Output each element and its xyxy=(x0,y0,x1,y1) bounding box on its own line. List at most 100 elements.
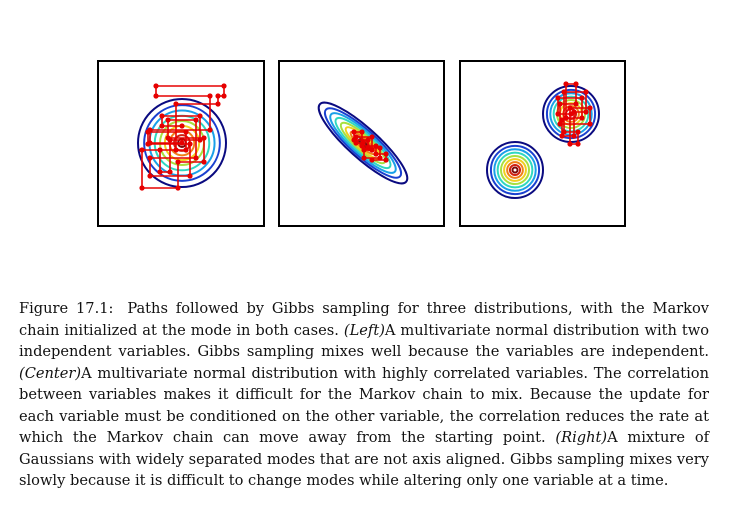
gibbs-sample-point xyxy=(561,129,567,135)
caption-label: Figure 17.1: xyxy=(19,300,114,317)
gibbs-sample-point xyxy=(157,169,163,175)
gibbs-sample-point xyxy=(215,101,221,107)
gibbs-sample-point xyxy=(147,155,153,161)
gibbs-sample-point xyxy=(153,83,159,89)
contour-line xyxy=(496,151,534,189)
contour-line xyxy=(486,141,544,199)
contour-line xyxy=(143,104,221,182)
gibbs-sample-point xyxy=(587,105,593,111)
gibbs-sample-point xyxy=(383,151,389,157)
gibbs-sample-point xyxy=(159,123,165,129)
gibbs-sample-point xyxy=(359,129,365,135)
contour-line xyxy=(489,144,541,196)
contour-line xyxy=(137,98,227,188)
gibbs-sample-point xyxy=(167,169,173,175)
gibbs-sample-point xyxy=(207,93,213,99)
gibbs-sample-point xyxy=(583,109,589,115)
gibbs-sample-point xyxy=(559,117,565,123)
caption-sentence-2: A multivariate normal distribution with … xyxy=(19,321,710,361)
gibbs-sample-point xyxy=(575,141,581,147)
caption-sentence-1: Paths followed by Gibbs sampling for thr… xyxy=(19,300,710,339)
caption-right-tag: (Right) xyxy=(555,429,608,446)
caption-left-tag: (Left) xyxy=(343,321,385,339)
gibbs-sample-point xyxy=(147,173,153,179)
gibbs-sample-point xyxy=(567,141,573,147)
panel-left xyxy=(97,60,265,227)
gibbs-sample-point xyxy=(571,133,577,139)
contour-line xyxy=(511,166,519,174)
gibbs-sample-point xyxy=(173,147,179,153)
gibbs-sample-point xyxy=(215,93,221,99)
panel-right-frame xyxy=(459,60,626,227)
gibbs-sample-point xyxy=(563,81,569,87)
gibbs-sample-point xyxy=(157,147,163,153)
gibbs-sample-point xyxy=(383,157,389,163)
gibbs-sample-point xyxy=(557,101,563,107)
gibbs-sample-point xyxy=(193,155,199,161)
gibbs-sample-point xyxy=(145,129,151,135)
gibbs-sample-point xyxy=(377,155,383,161)
gibbs-sample-point xyxy=(183,129,189,135)
gibbs-sample-point xyxy=(175,159,181,165)
gibbs-sample-point xyxy=(187,141,193,147)
gibbs-path-left xyxy=(139,83,227,191)
gibbs-sample-point xyxy=(187,173,193,179)
gibbs-sample-point xyxy=(557,121,563,127)
contours-center xyxy=(317,101,409,185)
gibbs-sample-point xyxy=(377,145,383,151)
gibbs-sample-point xyxy=(139,147,145,153)
contour-line xyxy=(329,112,397,174)
gibbs-path-right xyxy=(555,81,593,147)
gibbs-sample-point xyxy=(567,105,573,111)
panel-center xyxy=(278,60,445,227)
gibbs-sample-point xyxy=(583,89,589,95)
gibbs-sample-point xyxy=(173,101,179,107)
contours-right-lower xyxy=(486,141,544,199)
gibbs-sample-point xyxy=(139,185,145,191)
gibbs-sample-point xyxy=(573,101,579,107)
gibbs-sample-point xyxy=(153,93,159,99)
gibbs-sample-point xyxy=(351,137,357,143)
gibbs-sample-point xyxy=(561,89,567,95)
gibbs-sample-point xyxy=(575,129,581,135)
gibbs-sample-point xyxy=(145,141,151,147)
gibbs-sample-point xyxy=(221,93,227,99)
figure xyxy=(97,60,626,227)
caption-center-tag: (Center) xyxy=(19,364,82,382)
gibbs-sample-point xyxy=(197,137,203,143)
gibbs-sample-point xyxy=(179,140,185,146)
gibbs-sample-point xyxy=(201,135,207,141)
gibbs-sample-point xyxy=(573,81,579,87)
contour-line xyxy=(317,101,409,185)
gibbs-sample-point xyxy=(221,83,227,89)
gibbs-sample-point xyxy=(365,145,371,151)
contour-line xyxy=(334,116,392,170)
gibbs-sample-point xyxy=(207,127,213,133)
figure-caption: Figure 17.1: Paths followed by Gibbs sam… xyxy=(19,298,709,492)
contour-line xyxy=(323,107,403,179)
contour-line xyxy=(549,92,593,136)
panel-right xyxy=(459,60,626,227)
gibbs-sample-point xyxy=(361,147,367,153)
gibbs-sample-point xyxy=(201,159,207,165)
gibbs-sample-point xyxy=(365,137,371,143)
gibbs-path-center xyxy=(351,129,389,163)
gibbs-sample-point xyxy=(373,143,379,149)
gibbs-sample-point xyxy=(175,185,181,191)
contour-line xyxy=(493,148,537,192)
gibbs-sample-point xyxy=(351,129,357,135)
gibbs-sample-point xyxy=(369,147,375,153)
contour-line xyxy=(508,163,522,177)
contour-line xyxy=(545,88,597,140)
gibbs-sample-point xyxy=(563,115,569,121)
gibbs-sample-point xyxy=(373,151,379,157)
gibbs-sample-point xyxy=(579,95,585,101)
gibbs-sample-point xyxy=(571,109,577,115)
panel-left-frame xyxy=(97,60,265,227)
gibbs-sample-point xyxy=(183,147,189,153)
caption-sentence-4: A mixture of Gaussians with widely separ… xyxy=(19,429,710,489)
gibbs-sample-point xyxy=(193,117,199,123)
caption-sentence-3: A multivariate normal distribution with … xyxy=(19,364,709,447)
gibbs-sample-point xyxy=(555,111,561,117)
gibbs-path-line xyxy=(141,85,225,189)
